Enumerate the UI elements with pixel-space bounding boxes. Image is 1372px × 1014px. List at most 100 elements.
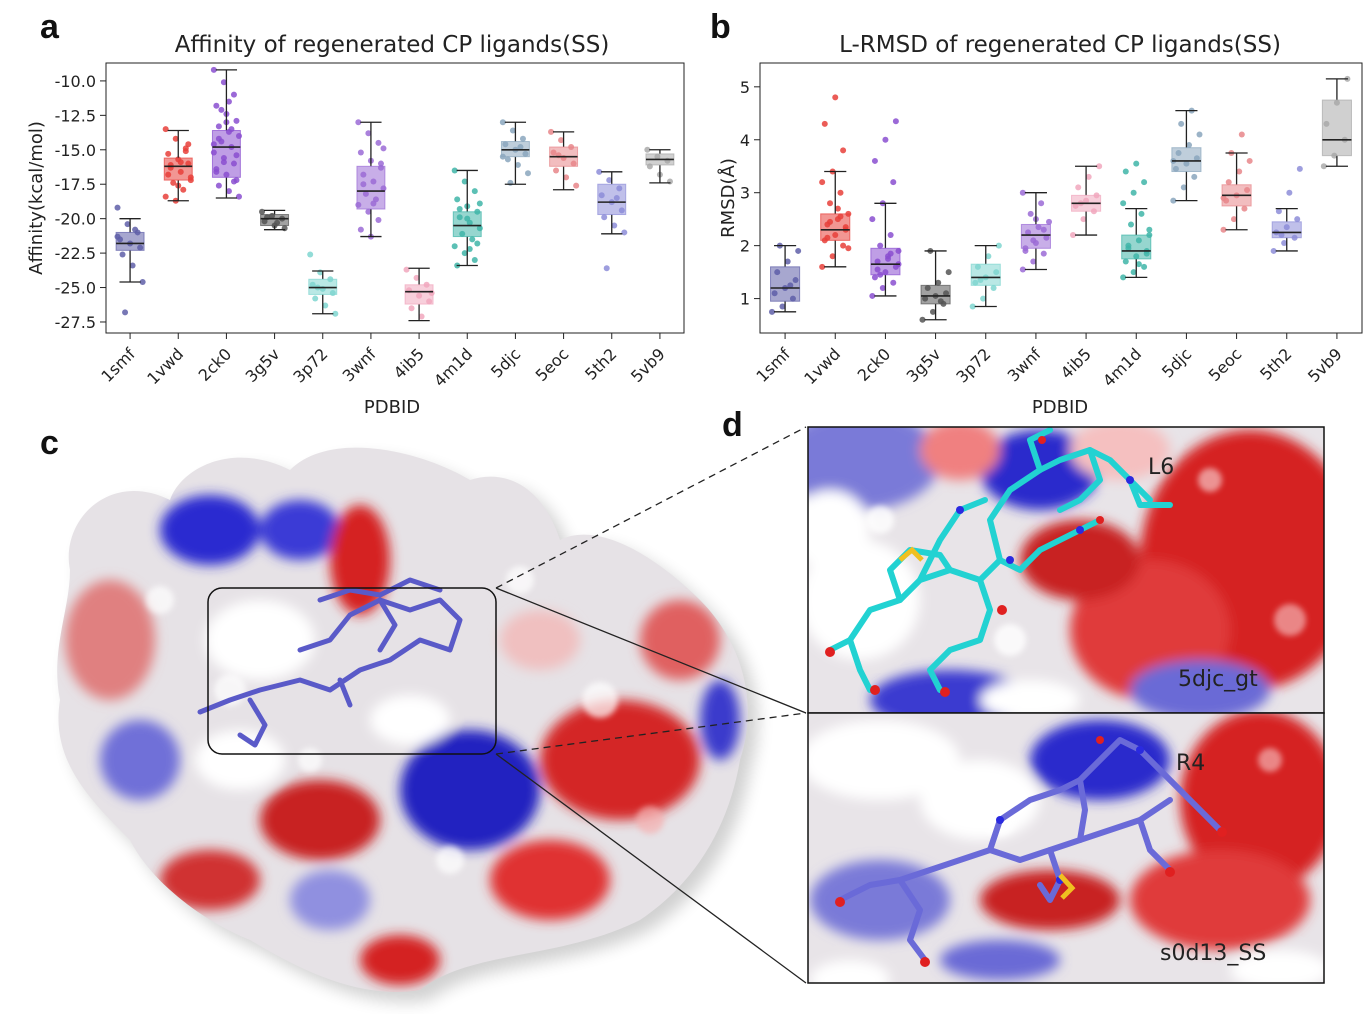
affinity-point-2ck0	[225, 188, 232, 195]
lrmsd-point-4ib5	[1080, 216, 1087, 223]
affinity-point-1vwd	[182, 148, 189, 155]
affinity-point-2ck0	[213, 102, 220, 109]
lrmsd-xtick-label-5djc: 5djc	[1158, 344, 1195, 381]
lrmsd-point-5eoc	[1236, 168, 1243, 175]
affinity-xtick-label-3wnf: 3wnf	[339, 344, 380, 385]
lrmsd-point-3g5v	[935, 279, 942, 286]
lrmsd-point-2ck0	[887, 232, 894, 239]
lrmsd-point-1vwd	[840, 147, 847, 154]
affinity-point-5eoc	[573, 182, 580, 189]
panel-letter-b: b	[710, 8, 731, 46]
lrmsd-point-5eoc	[1246, 157, 1253, 164]
affinity-point-4m1d	[471, 188, 478, 195]
lrmsd-point-1smf	[784, 258, 791, 265]
affinity-xlabel: PDBID	[364, 397, 420, 418]
affinity-point-3wnf	[365, 130, 372, 137]
lrmsd-point-5eoc	[1241, 205, 1248, 212]
affinity-point-1vwd	[172, 135, 179, 142]
affinity-ytick-label: -25.0	[55, 279, 96, 298]
lrmsd-point-4m1d	[1141, 179, 1148, 186]
affinity-ytick-label: -20.0	[55, 210, 96, 229]
affinity-point-5th2	[606, 177, 613, 184]
affinity-point-2ck0	[218, 106, 225, 113]
lrmsd-point-5th2	[1270, 247, 1277, 254]
lrmsd-point-1vwd	[829, 253, 836, 260]
lrmsd-box-3p72	[970, 263, 1001, 286]
affinity-xtick-label-3p72: 3p72	[289, 344, 331, 386]
lrmsd-point-2ck0	[890, 179, 897, 186]
affinity-point-3wnf	[375, 139, 382, 146]
lrmsd-point-3p72	[969, 303, 976, 310]
lrmsd-point-1vwd	[840, 242, 847, 249]
affinity-point-3wnf	[357, 226, 364, 233]
zoom-connectors	[495, 426, 807, 984]
lrmsd-point-1smf	[768, 308, 775, 315]
affinity-point-1vwd	[165, 150, 172, 157]
lrmsd-point-4m1d	[1138, 210, 1145, 217]
affinity-point-5eoc	[553, 167, 560, 174]
affinity-xtick-label-2ck0: 2ck0	[195, 344, 236, 385]
affinity-point-1vwd	[170, 179, 177, 186]
affinity-xtick-label-5eoc: 5eoc	[532, 344, 573, 385]
affinity-point-5djc	[519, 135, 526, 142]
lrmsd-xtick-label-3g5v: 3g5v	[903, 344, 945, 386]
lrmsd-box-5djc	[1171, 147, 1202, 173]
lrmsd-point-4m1d	[1120, 200, 1127, 207]
affinity-point-5eoc	[548, 128, 555, 135]
affinity-point-2ck0	[220, 79, 227, 86]
affinity-point-5djc	[514, 161, 521, 168]
affinity-ytick-label: -15.0	[55, 141, 96, 160]
affinity-point-5th2	[611, 222, 618, 229]
affinity-point-2ck0	[230, 178, 237, 185]
lrmsd-point-3wnf	[1038, 200, 1045, 207]
affinity-point-4ib5	[413, 274, 420, 281]
lrmsd-box-2ck0	[870, 247, 901, 276]
affinity-point-3p72	[322, 302, 329, 309]
lrmsd-box-5th2	[1271, 221, 1302, 239]
affinity-point-1smf	[114, 204, 121, 211]
lrmsd-ytick-label: 5	[740, 78, 750, 97]
lrmsd-point-3g5v	[919, 316, 926, 323]
lrmsd-point-5eoc	[1230, 216, 1237, 223]
affinity-title: Affinity of regenerated CP ligands(SS)	[175, 32, 610, 58]
panel-letter-c: c	[40, 424, 59, 462]
zoom-bottom-structure-label: s0d13_SS	[1160, 941, 1266, 966]
affinity-point-5djc	[524, 170, 531, 177]
lrmsd-point-1vwd	[832, 94, 839, 101]
lrmsd-point-4m1d	[1122, 168, 1129, 175]
affinity-point-1smf	[132, 226, 139, 233]
zoom-region-box	[207, 587, 497, 755]
affinity-box-1vwd	[163, 157, 193, 181]
lrmsd-ytick-label: 4	[740, 131, 750, 150]
lrmsd-point-4m1d	[1141, 263, 1148, 270]
lrmsd-point-4m1d	[1135, 261, 1142, 268]
lrmsd-point-2ck0	[879, 285, 886, 291]
affinity-xtick-label-5vb9: 5vb9	[627, 344, 669, 386]
affinity-point-5vb9	[644, 146, 651, 153]
lrmsd-xtick-label-5th2: 5th2	[1256, 344, 1295, 383]
affinity-point-4m1d	[461, 178, 468, 185]
zoom-top-structure-label: 5djc_gt	[1178, 667, 1258, 692]
affinity-point-3wnf	[357, 149, 364, 156]
lrmsd-point-2ck0	[871, 157, 878, 164]
lrmsd-point-5djc	[1178, 120, 1185, 127]
affinity-xtick-label-1smf: 1smf	[97, 344, 139, 386]
affinity-point-3wnf	[365, 208, 372, 215]
lrmsd-ytick-label: 2	[740, 237, 750, 256]
lrmsd-point-5th2	[1294, 216, 1301, 223]
lrmsd-point-4m1d	[1122, 258, 1129, 265]
affinity-point-5vb9	[666, 178, 673, 185]
lrmsd-xtick-label-4ib5: 4ib5	[1057, 344, 1095, 382]
lrmsd-point-5th2	[1275, 208, 1282, 215]
affinity-point-3g5v	[281, 225, 288, 232]
affinity-point-1smf	[139, 279, 146, 286]
affinity-ytick-label: -22.5	[55, 244, 96, 263]
lrmsd-point-3g5v	[945, 269, 952, 276]
lrmsd-point-3g5v	[929, 308, 936, 315]
lrmsd-point-5vb9	[1320, 163, 1327, 170]
lrmsd-box-3g5v	[920, 284, 951, 305]
lrmsd-point-4m1d	[1120, 274, 1127, 281]
affinity-point-2ck0	[235, 193, 242, 200]
affinity-point-2ck0	[225, 98, 232, 105]
lrmsd-xtick-label-5vb9: 5vb9	[1304, 344, 1346, 386]
